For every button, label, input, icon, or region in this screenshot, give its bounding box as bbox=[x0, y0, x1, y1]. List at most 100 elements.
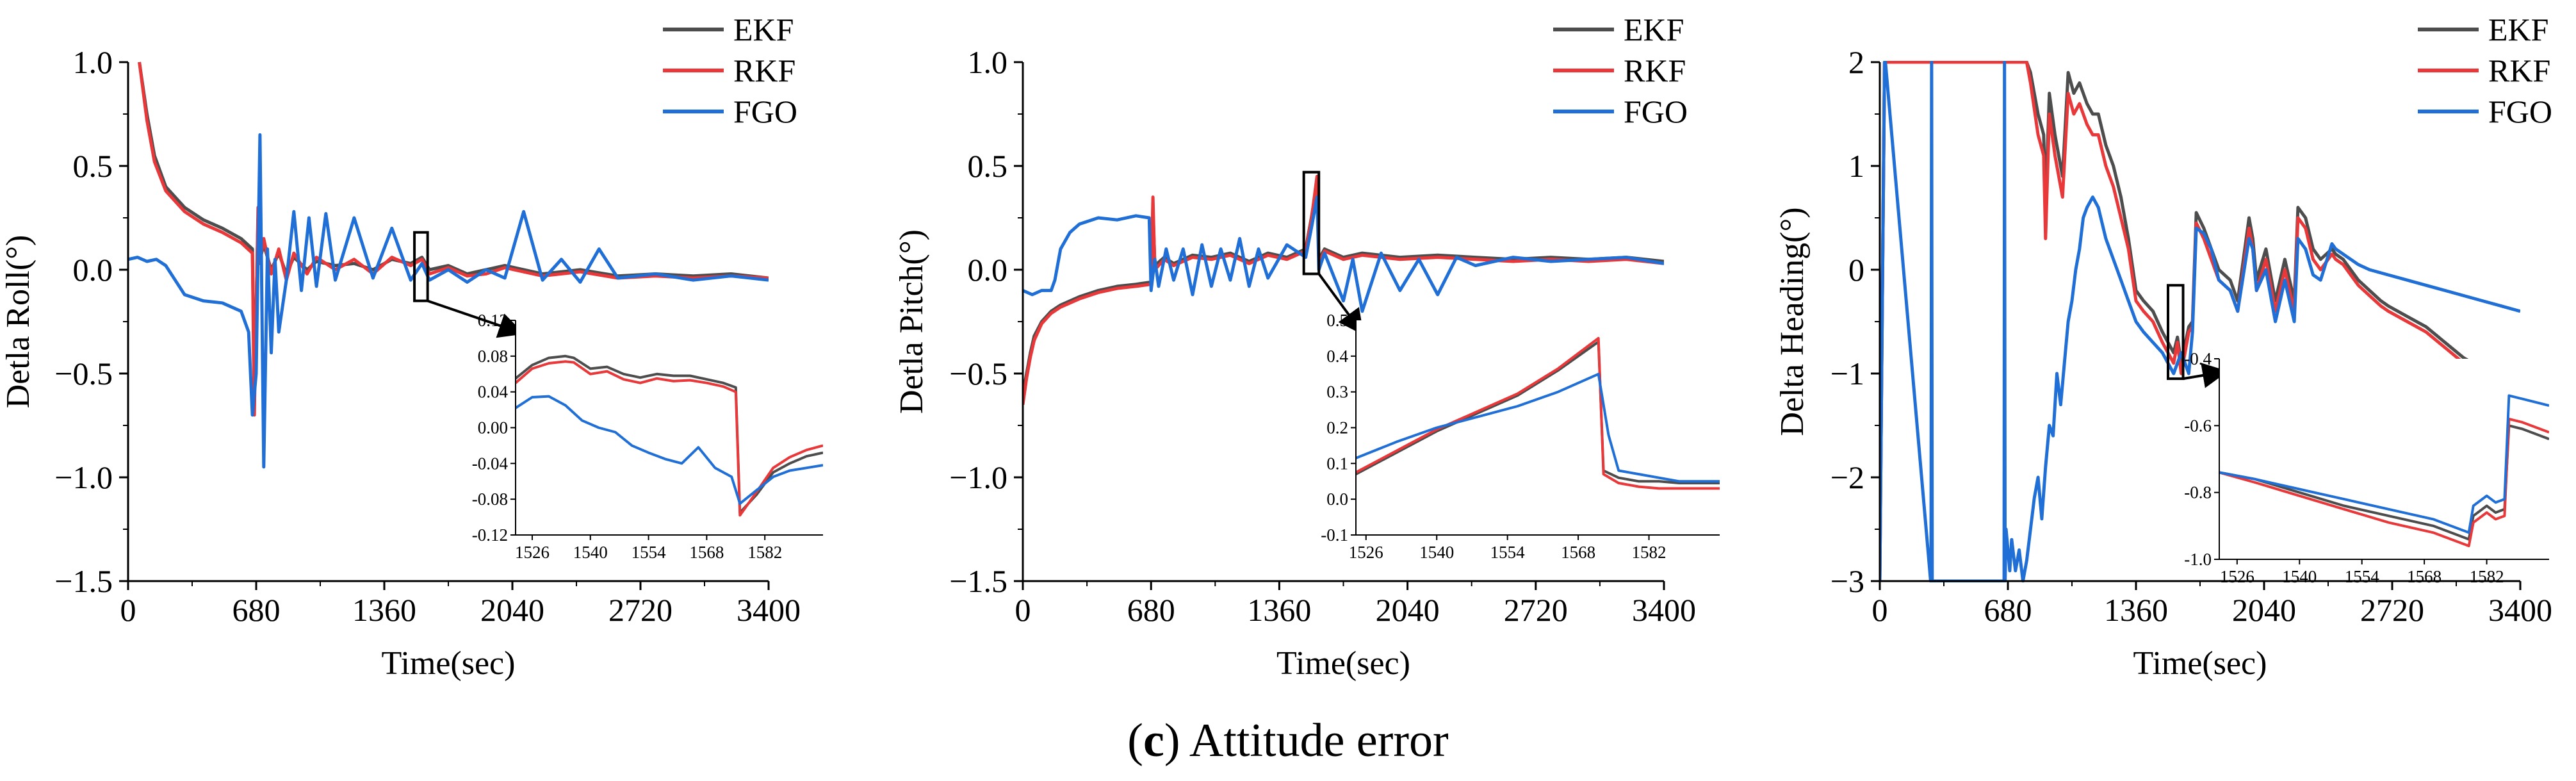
inset-heading: 1526 1540 1554 1568 1582 -1.0 -0.8 -0.6 -0.4 bbox=[2184, 349, 2549, 586]
inset-series-fgo-line bbox=[516, 395, 823, 506]
inset-x-tick-label: 1526 bbox=[515, 543, 550, 562]
x-tick-label: 0 bbox=[1872, 592, 1888, 628]
series-ekf-line bbox=[1023, 181, 1664, 395]
legend-label-fgo: FGO bbox=[1624, 94, 1688, 129]
x-tick-label: 680 bbox=[1984, 592, 2032, 628]
inset-y-tick-label: 0.00 bbox=[478, 418, 508, 438]
inset-series-group bbox=[516, 354, 823, 517]
inset-y-tick-label: -0.08 bbox=[472, 489, 508, 509]
zoom-box bbox=[413, 231, 429, 302]
x-tick-label: 680 bbox=[232, 592, 281, 628]
inset-roll: 1526 1540 1554 1568 1582 -0.12 -0.08 -0.04 0.00 0… bbox=[472, 311, 823, 562]
y-axis-title: Detla Pitch(°) bbox=[893, 229, 930, 414]
x-tick-label: 3400 bbox=[1632, 592, 1696, 628]
inset-background bbox=[516, 320, 823, 535]
inset-y-tick-label: 0.4 bbox=[1326, 347, 1348, 366]
legend: EKF RKF FGO bbox=[2418, 12, 2552, 129]
legend-label-fgo: FGO bbox=[733, 94, 797, 129]
legend-label-ekf: EKF bbox=[2488, 12, 2548, 47]
inset-x-tick-label: 1554 bbox=[2345, 567, 2380, 586]
inset-x-tick-label: 1568 bbox=[689, 543, 724, 562]
x-tick-label: 1360 bbox=[2104, 592, 2168, 628]
zoom-box bbox=[1302, 170, 1321, 275]
y-tick-label: 1.0 bbox=[73, 44, 113, 80]
y-tick-label: 0.5 bbox=[968, 148, 1008, 184]
x-tick-label: 680 bbox=[1127, 592, 1175, 628]
series-fgo-line bbox=[1880, 61, 2520, 582]
y-tick-label: −0.5 bbox=[949, 356, 1007, 391]
series-group bbox=[128, 62, 769, 469]
inset-series-group bbox=[2219, 394, 2549, 548]
inset-x-tick-label: 1540 bbox=[573, 543, 608, 562]
y-tick-label: −3 bbox=[1830, 563, 1864, 599]
inset-x-tick-label: 1582 bbox=[1632, 543, 1667, 562]
y-tick-label: 0.5 bbox=[73, 148, 113, 184]
inset-y-tick-label: -0.8 bbox=[2184, 483, 2212, 502]
inset-series-rkf-line bbox=[516, 360, 823, 517]
y-tick-label: 1 bbox=[1848, 148, 1864, 184]
y-tick-label: −0.5 bbox=[54, 356, 113, 391]
legend-label-rkf: RKF bbox=[733, 53, 795, 88]
inset-x-tick-label: 1540 bbox=[2282, 567, 2317, 586]
legend: EKF RKF FGO bbox=[1553, 12, 1688, 129]
zoom-arrow bbox=[427, 299, 525, 338]
inset-x-tick-label: 1554 bbox=[1490, 543, 1526, 562]
y-axis-title: Detla Roll(°) bbox=[0, 235, 37, 409]
inset-y-tick-label: 0.04 bbox=[478, 382, 509, 402]
x-tick-label: 3400 bbox=[2488, 592, 2552, 628]
x-tick-label: 2040 bbox=[2232, 592, 2296, 628]
x-tick-label: 2040 bbox=[480, 592, 544, 628]
x-tick-label: 0 bbox=[1015, 592, 1031, 628]
inset-x-tick-label: 1526 bbox=[2220, 567, 2254, 586]
x-tick-label: 2720 bbox=[1504, 592, 1568, 628]
y-tick-label: 1.0 bbox=[968, 44, 1008, 80]
chart-pitch: 0 680 1360 2040 2720 3400 −1.5 −1.0 −0.5 0.0 0.5 1.… bbox=[893, 12, 1720, 682]
y-tick-label: −1.5 bbox=[949, 563, 1007, 599]
inset-x-tick-label: 1582 bbox=[747, 543, 782, 562]
inset-y-tick-label: 0.5 bbox=[1326, 311, 1348, 330]
inset-y-tick-label: 0.0 bbox=[1326, 489, 1348, 509]
series-group bbox=[1880, 61, 2520, 582]
x-tick-label: 3400 bbox=[737, 592, 801, 628]
inset-series-group bbox=[1356, 336, 1720, 490]
zoom-arrow bbox=[1317, 273, 1364, 336]
inset-pitch: 1526 1540 1554 1568 1582 -0.1 0.0 0.1 0.2 0.3 0.4 0… bbox=[1321, 311, 1720, 562]
zoom-box bbox=[2167, 284, 2185, 381]
chart-heading: 0 680 1360 2040 2720 3400 −3 −2 −1 0 1 2 Time(sec) De… bbox=[1774, 12, 2552, 682]
inset-y-tick-label: -0.1 bbox=[1321, 525, 1348, 545]
inset-background bbox=[2219, 359, 2549, 559]
legend-label-ekf: EKF bbox=[1624, 12, 1684, 47]
series-ekf-line bbox=[138, 62, 769, 396]
inset-x-tick-label: 1568 bbox=[2407, 567, 2441, 586]
inset-y-tick-label: -0.12 bbox=[472, 525, 508, 545]
x-tick-label: 2720 bbox=[2360, 592, 2424, 628]
legend: EKF RKF FGO bbox=[663, 12, 797, 129]
legend-label-ekf: EKF bbox=[733, 12, 794, 47]
series-fgo-line bbox=[128, 133, 769, 469]
figure-caption: (c) Attitude error bbox=[1127, 714, 1448, 767]
inset-series-fgo-line bbox=[1356, 372, 1720, 483]
legend-label-fgo: FGO bbox=[2488, 94, 2552, 129]
y-tick-label: −2 bbox=[1830, 459, 1864, 495]
x-axis-title: Time(sec) bbox=[1276, 645, 1410, 682]
x-tick-label: 1360 bbox=[352, 592, 416, 628]
inset-series-rkf-line bbox=[1356, 336, 1720, 490]
inset-y-tick-label: 0.1 bbox=[1326, 454, 1348, 473]
x-axis-title: Time(sec) bbox=[2133, 645, 2267, 682]
y-tick-label: −1.0 bbox=[949, 459, 1007, 495]
inset-series-fgo-line bbox=[2219, 394, 2549, 534]
inset-y-tick-label: -1.0 bbox=[2184, 550, 2212, 569]
series-group bbox=[1023, 174, 1664, 405]
legend-label-rkf: RKF bbox=[1624, 53, 1686, 88]
y-tick-label: 0 bbox=[1848, 252, 1864, 288]
series-rkf-line bbox=[1023, 174, 1664, 405]
y-axis-title: Delta Heading(°) bbox=[1774, 207, 1811, 436]
inset-y-tick-label: -0.04 bbox=[472, 454, 509, 473]
y-tick-label: 2 bbox=[1848, 44, 1864, 80]
inset-y-tick-label: 0.08 bbox=[478, 347, 508, 366]
x-tick-label: 0 bbox=[120, 592, 136, 628]
x-tick-label: 2040 bbox=[1376, 592, 1440, 628]
x-axis-title: Time(sec) bbox=[382, 645, 516, 682]
inset-x-tick-label: 1526 bbox=[1349, 543, 1383, 562]
